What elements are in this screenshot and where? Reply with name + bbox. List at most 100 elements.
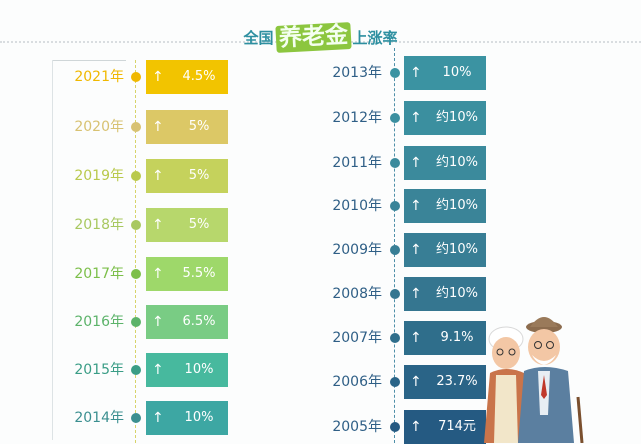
rate-value: 714元	[438, 419, 476, 434]
rate-bar: ↑ 5%	[146, 110, 228, 144]
timeline-row: 2009年 ↑ 约10%	[0, 233, 641, 267]
year-label: 2018年	[74, 217, 124, 233]
rate-bar: ↑ 约10%	[404, 277, 486, 311]
timeline-dot	[390, 245, 400, 255]
timeline-row: 2017年 ↑ 5.5%	[0, 257, 641, 291]
elderly-couple-illustration	[484, 317, 584, 443]
rate-bar: ↑ 10%	[404, 56, 486, 90]
year-label: 2007年	[332, 330, 382, 346]
rate-value: 约10%	[436, 198, 478, 213]
rate-value: 10%	[184, 362, 214, 377]
year-label: 2019年	[74, 168, 124, 184]
timeline-row: 2011年 ↑ 约10%	[0, 146, 641, 180]
timeline-dot	[390, 201, 400, 211]
timeline-row: 2020年 ↑ 5%	[0, 110, 641, 144]
up-arrow-icon: ↑	[152, 217, 164, 233]
year-label: 2006年	[332, 374, 382, 390]
timeline-dot	[131, 365, 141, 375]
rate-value: 10%	[442, 65, 472, 80]
timeline-row: 2021年 ↑ 4.5%	[0, 60, 641, 94]
timeline-dot	[390, 113, 400, 123]
rate-value: 约10%	[436, 286, 478, 301]
rate-value: 9.1%	[440, 330, 474, 345]
rate-bar: ↑ 10%	[146, 401, 228, 435]
timeline-dot	[131, 413, 141, 423]
timeline-row: 2013年 ↑ 10%	[0, 56, 641, 90]
rate-bar: ↑ 23.7%	[404, 365, 486, 399]
up-arrow-icon: ↑	[152, 314, 164, 330]
year-label: 2010年	[332, 198, 382, 214]
left-bracket-top	[52, 60, 126, 61]
up-arrow-icon: ↑	[410, 110, 422, 126]
timeline-dot	[390, 422, 400, 432]
year-label: 2014年	[74, 410, 124, 426]
rate-value: 5%	[188, 217, 210, 232]
timeline-row: 2019年 ↑ 5%	[0, 159, 641, 193]
up-arrow-icon: ↑	[410, 65, 422, 81]
up-arrow-icon: ↑	[410, 374, 422, 390]
timeline-dot	[390, 68, 400, 78]
year-label: 2021年	[74, 69, 124, 85]
rate-bar: ↑ 4.5%	[146, 60, 228, 94]
up-arrow-icon: ↑	[410, 330, 422, 346]
timeline-dot	[131, 317, 141, 327]
year-label: 2016年	[74, 314, 124, 330]
timeline-row: 2014年 ↑ 10%	[0, 401, 641, 435]
up-arrow-icon: ↑	[410, 286, 422, 302]
up-arrow-icon: ↑	[410, 242, 422, 258]
timeline-row: 2018年 ↑ 5%	[0, 208, 641, 242]
year-label: 2008年	[332, 286, 382, 302]
timeline-dot	[131, 171, 141, 181]
timeline-dot	[390, 158, 400, 168]
year-label: 2012年	[332, 110, 382, 126]
up-arrow-icon: ↑	[410, 198, 422, 214]
up-arrow-icon: ↑	[152, 410, 164, 426]
rate-value: 23.7%	[436, 374, 478, 389]
page-title: 全国 养老金 上涨率	[0, 22, 641, 53]
year-label: 2009年	[332, 242, 382, 258]
rate-value: 约10%	[436, 110, 478, 125]
rate-value: 5%	[188, 119, 210, 134]
year-label: 2005年	[332, 419, 382, 435]
rate-bar: ↑ 10%	[146, 353, 228, 387]
timeline-row: 2005年 ↑ 714元	[0, 410, 641, 444]
rate-bar: ↑ 约10%	[404, 146, 486, 180]
timeline-left-line	[135, 60, 136, 443]
year-label: 2013年	[332, 65, 382, 81]
timeline-dot	[390, 289, 400, 299]
timeline-row: 2012年 ↑ 约10%	[0, 101, 641, 135]
up-arrow-icon: ↑	[152, 362, 164, 378]
rate-bar: ↑ 6.5%	[146, 305, 228, 339]
title-suffix: 上涨率	[352, 29, 398, 47]
rate-bar: ↑ 714元	[404, 410, 486, 444]
rate-value: 6.5%	[182, 314, 216, 329]
rate-value: 约10%	[436, 242, 478, 257]
year-label: 2020年	[74, 119, 124, 135]
up-arrow-icon: ↑	[410, 419, 422, 435]
timeline-row: 2010年 ↑ 约10%	[0, 189, 641, 223]
year-label: 2011年	[332, 155, 382, 171]
title-prefix: 全国	[243, 29, 274, 47]
timeline-row: 2016年 ↑ 6.5%	[0, 305, 641, 339]
year-label: 2017年	[74, 266, 124, 282]
rate-bar: ↑ 5.5%	[146, 257, 228, 291]
up-arrow-icon: ↑	[152, 266, 164, 282]
rate-bar: ↑ 5%	[146, 208, 228, 242]
timeline-row: 2006年 ↑ 23.7%	[0, 365, 641, 399]
up-arrow-icon: ↑	[152, 119, 164, 135]
rate-bar: ↑ 约10%	[404, 233, 486, 267]
timeline-dot	[131, 122, 141, 132]
rate-value: 10%	[184, 410, 214, 425]
up-arrow-icon: ↑	[410, 155, 422, 171]
rate-bar: ↑ 5%	[146, 159, 228, 193]
rate-value: 4.5%	[182, 69, 216, 84]
timeline-row: 2007年 ↑ 9.1%	[0, 321, 641, 355]
rate-value: 5.5%	[182, 266, 216, 281]
timeline-dot	[131, 220, 141, 230]
year-label: 2015年	[74, 362, 124, 378]
rate-value: 5%	[188, 168, 210, 183]
up-arrow-icon: ↑	[152, 168, 164, 184]
timeline-dot	[131, 269, 141, 279]
